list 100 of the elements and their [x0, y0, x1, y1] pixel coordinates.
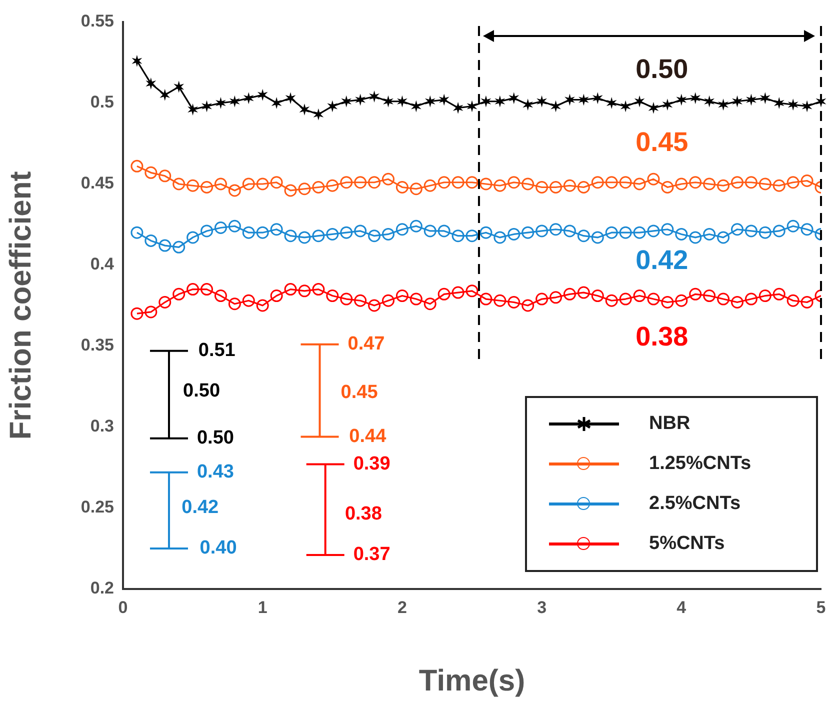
point — [340, 176, 353, 189]
point — [285, 92, 296, 104]
point — [172, 288, 186, 300]
point — [174, 80, 184, 93]
x-axis-title: Time(s) — [418, 664, 526, 698]
point — [270, 176, 283, 189]
point — [772, 179, 786, 192]
point — [186, 179, 200, 192]
point — [438, 224, 450, 238]
point — [800, 223, 814, 236]
point — [704, 95, 715, 108]
point — [424, 95, 436, 108]
point — [508, 228, 520, 240]
point — [466, 284, 478, 298]
point — [466, 176, 478, 189]
point — [396, 180, 408, 194]
annotation: 0.50 — [196, 428, 234, 449]
point — [675, 294, 688, 307]
x-tick-label: 4 — [676, 598, 687, 617]
point — [732, 95, 742, 108]
point — [200, 180, 214, 194]
point — [563, 179, 576, 192]
point — [313, 108, 324, 120]
point — [452, 230, 464, 242]
point — [354, 176, 367, 189]
point — [298, 284, 311, 298]
point — [620, 100, 631, 112]
point — [536, 224, 548, 238]
point — [424, 224, 436, 238]
point — [730, 296, 744, 309]
point — [312, 180, 325, 194]
point — [802, 100, 812, 112]
point — [368, 230, 381, 242]
point — [536, 180, 548, 194]
point — [730, 176, 744, 189]
point — [591, 290, 604, 302]
point — [703, 228, 716, 240]
annotation: 0.45 — [636, 126, 688, 157]
point — [605, 294, 618, 307]
point — [633, 290, 646, 302]
point — [214, 221, 227, 234]
annotation: 0.40 — [200, 538, 237, 559]
point — [354, 294, 367, 307]
point — [130, 160, 144, 172]
point — [228, 184, 241, 197]
point — [577, 230, 590, 242]
point — [494, 179, 506, 192]
point — [214, 178, 227, 190]
point — [786, 220, 800, 232]
point — [675, 178, 688, 190]
point — [341, 95, 352, 108]
point — [744, 292, 758, 306]
point — [661, 296, 674, 309]
point — [270, 223, 283, 236]
point — [200, 224, 214, 238]
point — [382, 228, 394, 240]
point — [758, 178, 772, 190]
annotation: 0.47 — [348, 334, 385, 355]
point — [186, 231, 200, 244]
point — [647, 292, 660, 306]
point — [563, 288, 576, 300]
point — [522, 226, 534, 239]
point — [284, 283, 297, 296]
point — [550, 180, 562, 194]
point — [619, 292, 632, 306]
point — [578, 94, 589, 106]
point — [522, 178, 534, 190]
point — [256, 299, 269, 312]
point — [536, 292, 548, 306]
point — [172, 178, 186, 190]
y-tick-label: 0.5 — [90, 92, 114, 112]
point — [703, 178, 716, 190]
point — [216, 97, 226, 109]
point — [647, 224, 660, 238]
annotation: 0.37 — [353, 544, 390, 566]
point — [730, 223, 744, 236]
point — [452, 102, 464, 114]
point — [494, 231, 506, 244]
point — [758, 226, 772, 239]
point — [214, 290, 227, 302]
point — [256, 178, 269, 190]
point — [522, 98, 534, 111]
point — [452, 286, 464, 299]
point — [242, 294, 255, 307]
point — [312, 283, 325, 296]
point — [369, 90, 380, 103]
point — [326, 228, 339, 240]
point — [550, 223, 562, 236]
point — [368, 176, 381, 189]
point — [522, 299, 534, 312]
point — [438, 94, 450, 106]
point — [605, 176, 618, 189]
annotation: 0.51 — [198, 340, 236, 362]
point — [606, 97, 617, 109]
point — [382, 172, 394, 186]
point — [591, 231, 604, 244]
point — [550, 100, 561, 112]
point — [717, 292, 730, 306]
point — [132, 54, 142, 67]
point — [354, 224, 367, 238]
